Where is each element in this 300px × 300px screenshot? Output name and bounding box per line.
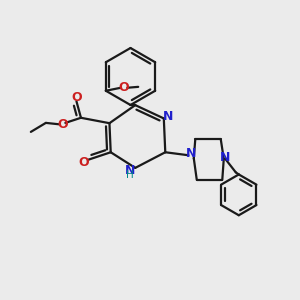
Text: O: O (71, 91, 82, 103)
Text: H: H (126, 170, 134, 180)
Text: N: N (186, 147, 196, 160)
Text: O: O (118, 81, 129, 94)
Text: O: O (78, 156, 89, 169)
Text: N: N (220, 151, 230, 164)
Text: O: O (58, 118, 68, 131)
Text: N: N (125, 164, 135, 177)
Text: N: N (163, 110, 173, 122)
